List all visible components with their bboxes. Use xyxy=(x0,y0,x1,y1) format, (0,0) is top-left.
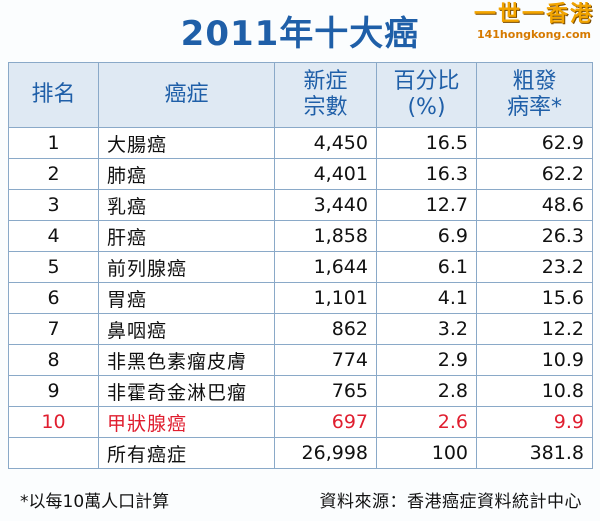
cell-cases: 862 xyxy=(274,313,377,345)
table-row: 5 前列腺癌 1,644 6.1 23.2 xyxy=(8,251,593,283)
cell-cancer: 鼻咽癌 xyxy=(98,313,275,345)
cell-total-cases: 26,998 xyxy=(274,437,377,469)
cell-percent: 12.7 xyxy=(376,189,477,221)
cell-cancer: 非霍奇金淋巴瘤 xyxy=(98,375,275,407)
cell-cases: 4,450 xyxy=(274,127,377,159)
cell-rank: 7 xyxy=(8,313,99,345)
cell-cases: 774 xyxy=(274,344,377,376)
cell-rate: 9.9 xyxy=(476,406,593,438)
header-cases: 新症 宗數 xyxy=(274,62,377,128)
header-rate: 粗發 病率* xyxy=(476,62,593,128)
cell-percent: 16.3 xyxy=(376,158,477,190)
cell-rate: 15.6 xyxy=(476,282,593,314)
cell-cancer: 肺癌 xyxy=(98,158,275,190)
cell-rate: 48.6 xyxy=(476,189,593,221)
cell-rate: 62.9 xyxy=(476,127,593,159)
cell-cancer: 乳癌 xyxy=(98,189,275,221)
cell-cancer: 甲狀腺癌 xyxy=(98,406,275,438)
table-row: 4 肝癌 1,858 6.9 26.3 xyxy=(8,220,593,252)
header-cases-line2: 宗數 xyxy=(303,95,348,120)
table-row-total: 所有癌症 26,998 100 381.8 xyxy=(8,437,593,469)
cell-rank: 10 xyxy=(8,406,99,438)
header-cancer-label: 癌症 xyxy=(164,82,209,107)
cell-rank: 8 xyxy=(8,344,99,376)
cell-rate: 10.8 xyxy=(476,375,593,407)
cell-cases: 4,401 xyxy=(274,158,377,190)
cell-cancer: 非黑色素瘤皮膚 xyxy=(98,344,275,376)
cell-rate: 12.2 xyxy=(476,313,593,345)
table-row: 3 乳癌 3,440 12.7 48.6 xyxy=(8,189,593,221)
table-row: 9 非霍奇金淋巴瘤 765 2.8 10.8 xyxy=(8,375,593,407)
table-row: 6 胃癌 1,101 4.1 15.6 xyxy=(8,282,593,314)
cell-cancer: 胃癌 xyxy=(98,282,275,314)
header-cases-line1: 新症 xyxy=(303,69,348,94)
cell-rank: 1 xyxy=(8,127,99,159)
header-rank-label: 排名 xyxy=(31,82,76,107)
table-row: 8 非黑色素瘤皮膚 774 2.9 10.9 xyxy=(8,344,593,376)
header-percent: 百分比 (%) xyxy=(376,62,477,128)
cell-cases: 1,101 xyxy=(274,282,377,314)
cell-percent: 2.6 xyxy=(376,406,477,438)
cell-rank: 6 xyxy=(8,282,99,314)
cell-rate: 23.2 xyxy=(476,251,593,283)
cell-cases: 697 xyxy=(274,406,377,438)
table-row: 1 大腸癌 4,450 16.5 62.9 xyxy=(8,127,593,159)
table-row: 2 肺癌 4,401 16.3 62.2 xyxy=(8,158,593,190)
page-title: 2011年十大癌 xyxy=(180,14,420,54)
cell-total-label: 所有癌症 xyxy=(98,437,275,469)
cell-percent: 6.9 xyxy=(376,220,477,252)
logo-site: 141hongkong.com xyxy=(476,28,592,41)
header-percent-line1: 百分比 xyxy=(393,69,460,94)
cell-cancer: 前列腺癌 xyxy=(98,251,275,283)
cell-total-rate: 381.8 xyxy=(476,437,593,469)
cancer-table: 排名 癌症 新症 宗數 百分比 (%) 粗發 病率* 1 大腸癌 xyxy=(8,62,593,469)
cell-cases: 1,644 xyxy=(274,251,377,283)
cell-cancer: 肝癌 xyxy=(98,220,275,252)
cell-percent: 2.9 xyxy=(376,344,477,376)
cell-cancer: 大腸癌 xyxy=(98,127,275,159)
cell-cases: 765 xyxy=(274,375,377,407)
header-rate-line2: 病率* xyxy=(506,95,562,120)
site-logo[interactable]: 一世一香港 141hongkong.com xyxy=(472,2,596,46)
cell-percent: 6.1 xyxy=(376,251,477,283)
cell-rank: 3 xyxy=(8,189,99,221)
cell-rank: 4 xyxy=(8,220,99,252)
table-row-highlighted: 10 甲狀腺癌 697 2.6 9.9 xyxy=(8,406,593,438)
cell-rate: 62.2 xyxy=(476,158,593,190)
cell-percent: 16.5 xyxy=(376,127,477,159)
header-percent-line2: (%) xyxy=(407,95,446,120)
logo-name: 一世一香港 xyxy=(473,2,594,27)
cell-rank: 5 xyxy=(8,251,99,283)
table-row: 7 鼻咽癌 862 3.2 12.2 xyxy=(8,313,593,345)
cell-rank: 9 xyxy=(8,375,99,407)
cell-total-percent: 100 xyxy=(376,437,477,469)
cell-rank-empty xyxy=(8,437,99,469)
header-rank: 排名 xyxy=(8,62,99,128)
cell-cases: 3,440 xyxy=(274,189,377,221)
cell-rate: 26.3 xyxy=(476,220,593,252)
header-cancer: 癌症 xyxy=(98,62,275,128)
header-row: 排名 癌症 新症 宗數 百分比 (%) 粗發 病率* xyxy=(8,62,593,128)
cell-rank: 2 xyxy=(8,158,99,190)
cell-rate: 10.9 xyxy=(476,344,593,376)
cell-percent: 2.8 xyxy=(376,375,477,407)
cell-cases: 1,858 xyxy=(274,220,377,252)
data-source: 資料來源：香港癌症資料統計中心 xyxy=(319,492,582,512)
footnote: *以每10萬人口計算 xyxy=(20,492,170,512)
header-rate-line1: 粗發 xyxy=(512,69,557,94)
cell-percent: 3.2 xyxy=(376,313,477,345)
cell-percent: 4.1 xyxy=(376,282,477,314)
